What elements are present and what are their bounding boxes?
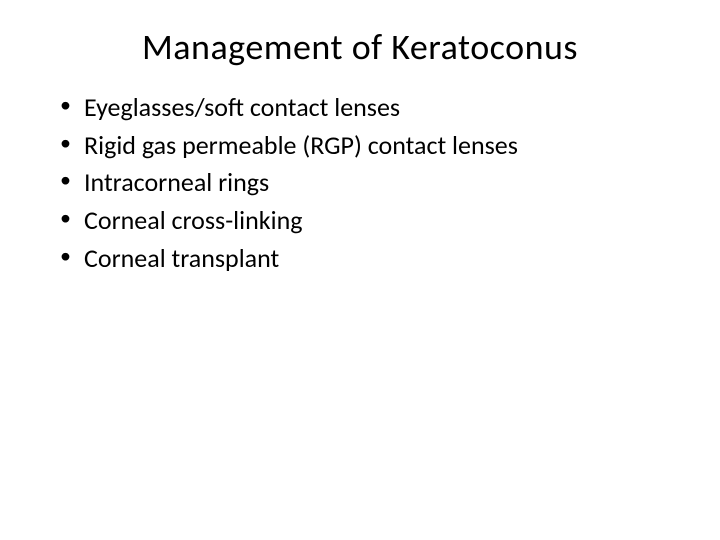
bullet-item: Intracorneal rings bbox=[60, 164, 680, 202]
bullet-item: Eyeglasses/soft contact lenses bbox=[60, 89, 680, 127]
bullet-item: Corneal transplant bbox=[60, 240, 680, 278]
bullet-item: Rigid gas permeable (RGP) contact lenses bbox=[60, 127, 680, 165]
slide-title: Management of Keratoconus bbox=[40, 25, 680, 69]
slide-container: Management of Keratoconus Eyeglasses/sof… bbox=[0, 0, 720, 540]
slide-content: Eyeglasses/soft contact lenses Rigid gas… bbox=[40, 89, 680, 277]
bullet-item: Corneal cross-linking bbox=[60, 202, 680, 240]
bullet-list: Eyeglasses/soft contact lenses Rigid gas… bbox=[60, 89, 680, 277]
